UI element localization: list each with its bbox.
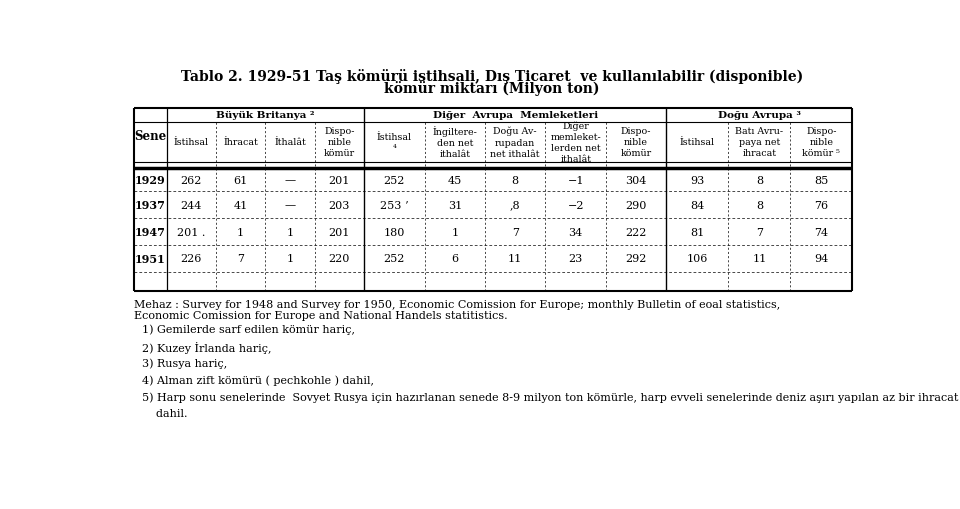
Text: 1947: 1947 (134, 227, 166, 238)
Text: —: — (284, 200, 296, 210)
Text: ,8: ,8 (510, 200, 520, 210)
Text: 1951: 1951 (134, 253, 165, 265)
Text: 93: 93 (690, 175, 705, 185)
Text: —: — (284, 175, 296, 185)
Text: 201: 201 (328, 227, 350, 237)
Text: İstihsal: İstihsal (680, 138, 715, 147)
Text: 45: 45 (447, 175, 462, 185)
Text: 1937: 1937 (134, 200, 166, 211)
Text: 252: 252 (384, 175, 405, 185)
Text: 41: 41 (233, 200, 248, 210)
Text: −2: −2 (567, 200, 584, 210)
Text: Mehaz : Survey for 1948 and Survey for 1950, Economic Comission for Europe; mont: Mehaz : Survey for 1948 and Survey for 1… (134, 299, 780, 309)
Text: 244: 244 (180, 200, 202, 210)
Text: 201 .: 201 . (177, 227, 205, 237)
Text: 2) Kuzey İrlanda hariç,: 2) Kuzey İrlanda hariç, (142, 341, 271, 353)
Text: 3) Rusya hariç,: 3) Rusya hariç, (142, 358, 227, 368)
Text: 106: 106 (686, 254, 708, 264)
Text: 1: 1 (237, 227, 244, 237)
Text: Tablo 2. 1929-51 Taş kömürü istihsali, Dış Ticaret  ve kullanılabilir (disponibl: Tablo 2. 1929-51 Taş kömürü istihsali, D… (180, 69, 804, 84)
Text: Batı Avru-
paya net
ihracat: Batı Avru- paya net ihracat (735, 127, 783, 158)
Text: 1929: 1929 (134, 175, 165, 186)
Text: İstihsal
⁴: İstihsal ⁴ (376, 132, 412, 153)
Text: Büyük Britanya ²: Büyük Britanya ² (216, 111, 315, 120)
Text: 1) Gemilerde sarf edilen kömür hariç,: 1) Gemilerde sarf edilen kömür hariç, (142, 324, 354, 334)
Text: Diğer
memleket-
lerden net
ithalât: Diğer memleket- lerden net ithalât (550, 121, 601, 164)
Text: 180: 180 (384, 227, 405, 237)
Text: 203: 203 (328, 200, 350, 210)
Text: 7: 7 (512, 227, 518, 237)
Text: −1: −1 (567, 175, 584, 185)
Text: 201: 201 (328, 175, 350, 185)
Text: İngiltere-
den net
ithalât: İngiltere- den net ithalât (432, 126, 477, 159)
Text: kömür miktarı (Milyon ton): kömür miktarı (Milyon ton) (384, 81, 600, 96)
Text: İhracat: İhracat (224, 138, 258, 147)
Text: 8: 8 (512, 175, 518, 185)
Text: Dispo-
nible
kömür: Dispo- nible kömür (324, 127, 355, 158)
Text: 8: 8 (756, 200, 763, 210)
Text: 34: 34 (568, 227, 583, 237)
Text: 292: 292 (626, 254, 647, 264)
Text: Doğu Avrupa ³: Doğu Avrupa ³ (718, 111, 801, 120)
Text: 4) Alman zift kömürü ( pechkohle ) dahil,: 4) Alman zift kömürü ( pechkohle ) dahil… (142, 375, 373, 385)
Text: 262: 262 (180, 175, 202, 185)
Text: dahil.: dahil. (142, 408, 187, 418)
Text: 7: 7 (237, 254, 244, 264)
Text: 8: 8 (756, 175, 763, 185)
Text: Dispo-
nible
kömür: Dispo- nible kömür (620, 127, 652, 158)
Text: 252: 252 (384, 254, 405, 264)
Text: 222: 222 (626, 227, 647, 237)
Text: 61: 61 (233, 175, 248, 185)
Text: 23: 23 (568, 254, 583, 264)
Text: 7: 7 (756, 227, 763, 237)
Text: 5) Harp sonu senelerinde  Sovyet Rusya için hazırlanan senede 8-9 milyon ton köm: 5) Harp sonu senelerinde Sovyet Rusya iç… (142, 391, 958, 402)
Text: Dispo-
nible
kömür ⁵: Dispo- nible kömür ⁵ (803, 127, 840, 158)
Text: 84: 84 (690, 200, 705, 210)
Text: 1: 1 (451, 227, 458, 237)
Text: 94: 94 (814, 254, 828, 264)
Text: 76: 76 (814, 200, 828, 210)
Text: 31: 31 (447, 200, 462, 210)
Text: 1: 1 (286, 227, 294, 237)
Text: 226: 226 (180, 254, 202, 264)
Text: 220: 220 (328, 254, 350, 264)
Text: 11: 11 (753, 254, 766, 264)
Text: 290: 290 (626, 200, 647, 210)
Text: Economic Comission for Europe and National Handels statitistics.: Economic Comission for Europe and Nation… (134, 310, 508, 320)
Text: İthalât: İthalât (275, 138, 306, 147)
Text: İstihsal: İstihsal (174, 138, 208, 147)
Text: Sene: Sene (134, 130, 166, 143)
Text: 81: 81 (690, 227, 705, 237)
Text: 74: 74 (814, 227, 828, 237)
Text: 1: 1 (286, 254, 294, 264)
Text: Doğu Av-
rupadan
net ithalât: Doğu Av- rupadan net ithalât (491, 127, 540, 158)
Text: Diğer  Avrupa  Memleketleri: Diğer Avrupa Memleketleri (433, 111, 598, 120)
Text: 253 ʼ: 253 ʼ (380, 200, 408, 210)
Text: 85: 85 (814, 175, 828, 185)
Text: 304: 304 (626, 175, 647, 185)
Text: 6: 6 (451, 254, 458, 264)
Text: 11: 11 (508, 254, 522, 264)
